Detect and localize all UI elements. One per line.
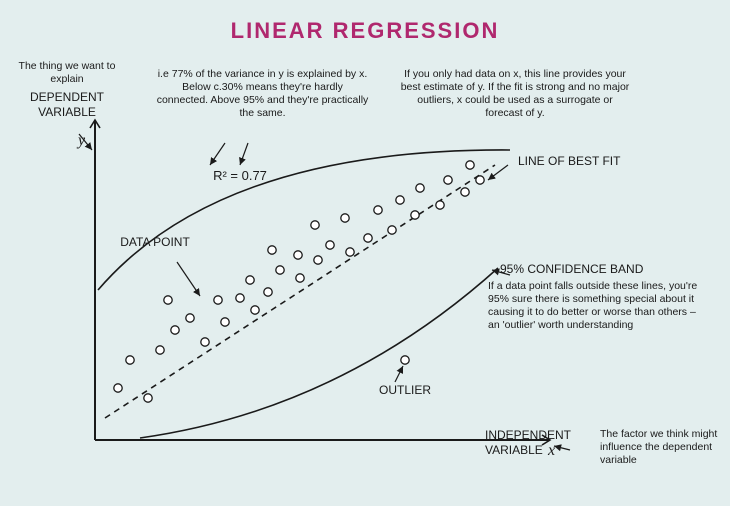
data-point	[346, 248, 354, 256]
data-point	[214, 296, 222, 304]
confidence-upper	[98, 150, 510, 290]
data-point	[311, 221, 319, 229]
best-fit-arrow	[488, 165, 508, 180]
outlier-point	[401, 356, 409, 364]
data-point	[444, 176, 452, 184]
data-point	[396, 196, 404, 204]
dep-var-arrow	[79, 134, 92, 150]
outlier-arrow	[395, 366, 403, 382]
data-point	[164, 296, 172, 304]
confidence-lower	[140, 268, 498, 438]
regression-plot	[0, 0, 730, 506]
data-point	[201, 338, 209, 346]
data-point	[251, 306, 259, 314]
data-point	[264, 288, 272, 296]
data-point	[341, 214, 349, 222]
data-point	[314, 256, 322, 264]
data-point	[221, 318, 229, 326]
data-point	[276, 266, 284, 274]
r2-arrow-1	[210, 143, 225, 165]
conf-band-arrow	[492, 270, 510, 275]
data-point	[411, 211, 419, 219]
data-point	[144, 394, 152, 402]
indep-var-arrow	[554, 446, 570, 450]
data-point	[461, 188, 469, 196]
data-point-arrow	[177, 262, 200, 296]
data-point	[388, 226, 396, 234]
r2-arrow-2	[240, 143, 248, 165]
data-point	[114, 384, 122, 392]
data-point	[294, 251, 302, 259]
data-point	[186, 314, 194, 322]
data-point	[236, 294, 244, 302]
data-point	[126, 356, 134, 364]
data-point	[171, 326, 179, 334]
data-point	[326, 241, 334, 249]
data-point	[268, 246, 276, 254]
data-point	[476, 176, 484, 184]
data-point	[156, 346, 164, 354]
data-point	[246, 276, 254, 284]
data-point	[416, 184, 424, 192]
data-point	[296, 274, 304, 282]
data-point	[466, 161, 474, 169]
data-point	[364, 234, 372, 242]
data-point	[436, 201, 444, 209]
data-point	[374, 206, 382, 214]
